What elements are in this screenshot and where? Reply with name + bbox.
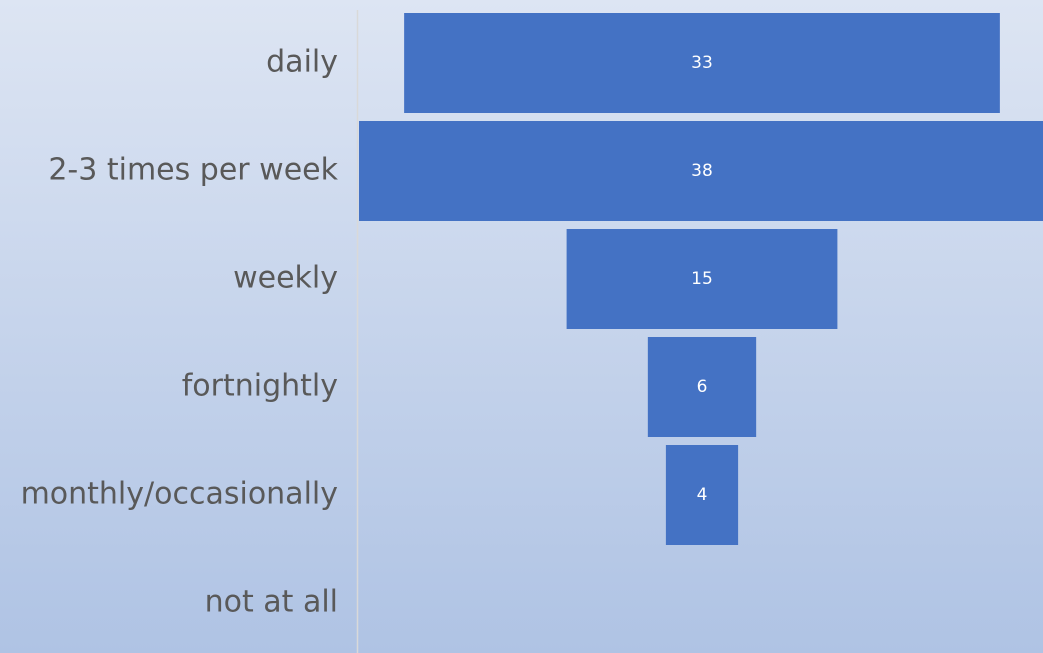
category-label: not at all [205, 585, 338, 620]
category-label: weekly [233, 261, 338, 296]
bar [404, 13, 1000, 113]
category-label: daily [266, 45, 338, 80]
data-label: 38 [691, 161, 713, 181]
data-label: 6 [697, 377, 708, 397]
category-label: 2-3 times per week [48, 153, 338, 188]
bar [665, 445, 739, 545]
bar [566, 229, 838, 329]
category-label: fortnightly [182, 369, 338, 404]
bar [647, 337, 757, 437]
data-label: 15 [691, 269, 713, 289]
data-label: 33 [691, 53, 713, 73]
data-label: 4 [697, 485, 708, 505]
bar [359, 121, 1043, 221]
category-label: monthly/occasionally [21, 477, 338, 512]
